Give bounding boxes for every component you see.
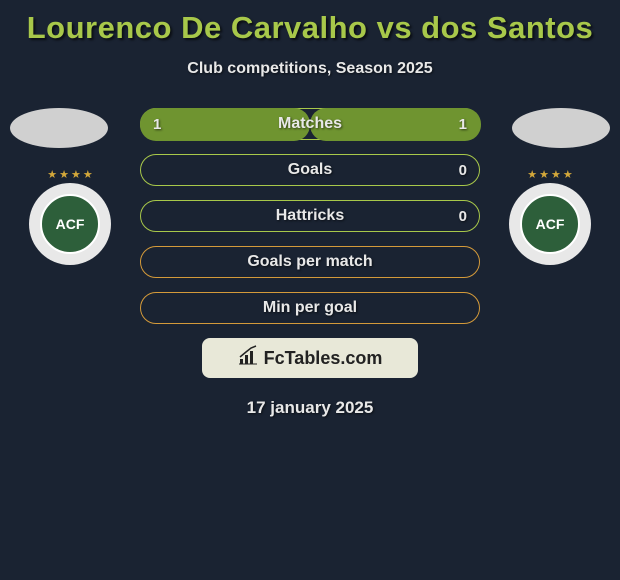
stat-value-right: 0 bbox=[459, 162, 467, 179]
star-icon: ★ bbox=[563, 168, 573, 181]
stars-right: ★ ★ ★ ★ bbox=[500, 168, 600, 181]
stat-row: 1 1 Matches bbox=[140, 108, 480, 140]
stat-label: Goals bbox=[288, 161, 332, 179]
subtitle: Club competitions, Season 2025 bbox=[0, 60, 620, 78]
stat-row: 0 Hattricks bbox=[140, 200, 480, 232]
comparison-content: ★ ★ ★ ★ ACF ★ ★ ★ ★ ACF 11Matches0Goals0… bbox=[0, 108, 620, 418]
stars-left: ★ ★ ★ ★ bbox=[20, 168, 120, 181]
player-right-avatar bbox=[512, 108, 610, 148]
stat-row: Min per goal bbox=[140, 292, 480, 324]
star-icon: ★ bbox=[551, 168, 561, 181]
page-title: Lourenco De Carvalho vs dos Santos bbox=[0, 0, 620, 46]
stat-label: Matches bbox=[278, 115, 342, 133]
brand-chart-icon bbox=[238, 345, 260, 372]
player-left-avatar bbox=[10, 108, 108, 148]
badge-inner-left: ACF bbox=[40, 194, 100, 254]
stat-value-right: 0 bbox=[459, 208, 467, 225]
stat-row: 0 Goals bbox=[140, 154, 480, 186]
brand-text: FcTables.com bbox=[264, 348, 383, 369]
stat-label: Hattricks bbox=[276, 207, 344, 225]
date-label: 17 january 2025 bbox=[0, 398, 620, 418]
badge-circle-right: ACF bbox=[509, 183, 591, 265]
star-icon: ★ bbox=[59, 168, 69, 181]
club-badge-left: ★ ★ ★ ★ ACF bbox=[20, 168, 120, 254]
star-icon: ★ bbox=[47, 168, 57, 181]
brand-box: FcTables.com bbox=[202, 338, 418, 378]
stat-value-left: 1 bbox=[153, 116, 161, 133]
star-icon: ★ bbox=[71, 168, 81, 181]
stat-label: Min per goal bbox=[263, 299, 357, 317]
star-icon: ★ bbox=[83, 168, 93, 181]
stat-value-right: 1 bbox=[459, 116, 467, 133]
club-badge-right: ★ ★ ★ ★ ACF bbox=[500, 168, 600, 254]
star-icon: ★ bbox=[527, 168, 537, 181]
badge-inner-right: ACF bbox=[520, 194, 580, 254]
stat-row: Goals per match bbox=[140, 246, 480, 278]
stats-container: 1 1 Matches 0 Goals 0 Hattricks Goals per match… bbox=[140, 108, 480, 324]
stat-label: Goals per match bbox=[247, 253, 372, 271]
badge-circle-left: ACF bbox=[29, 183, 111, 265]
star-icon: ★ bbox=[539, 168, 549, 181]
